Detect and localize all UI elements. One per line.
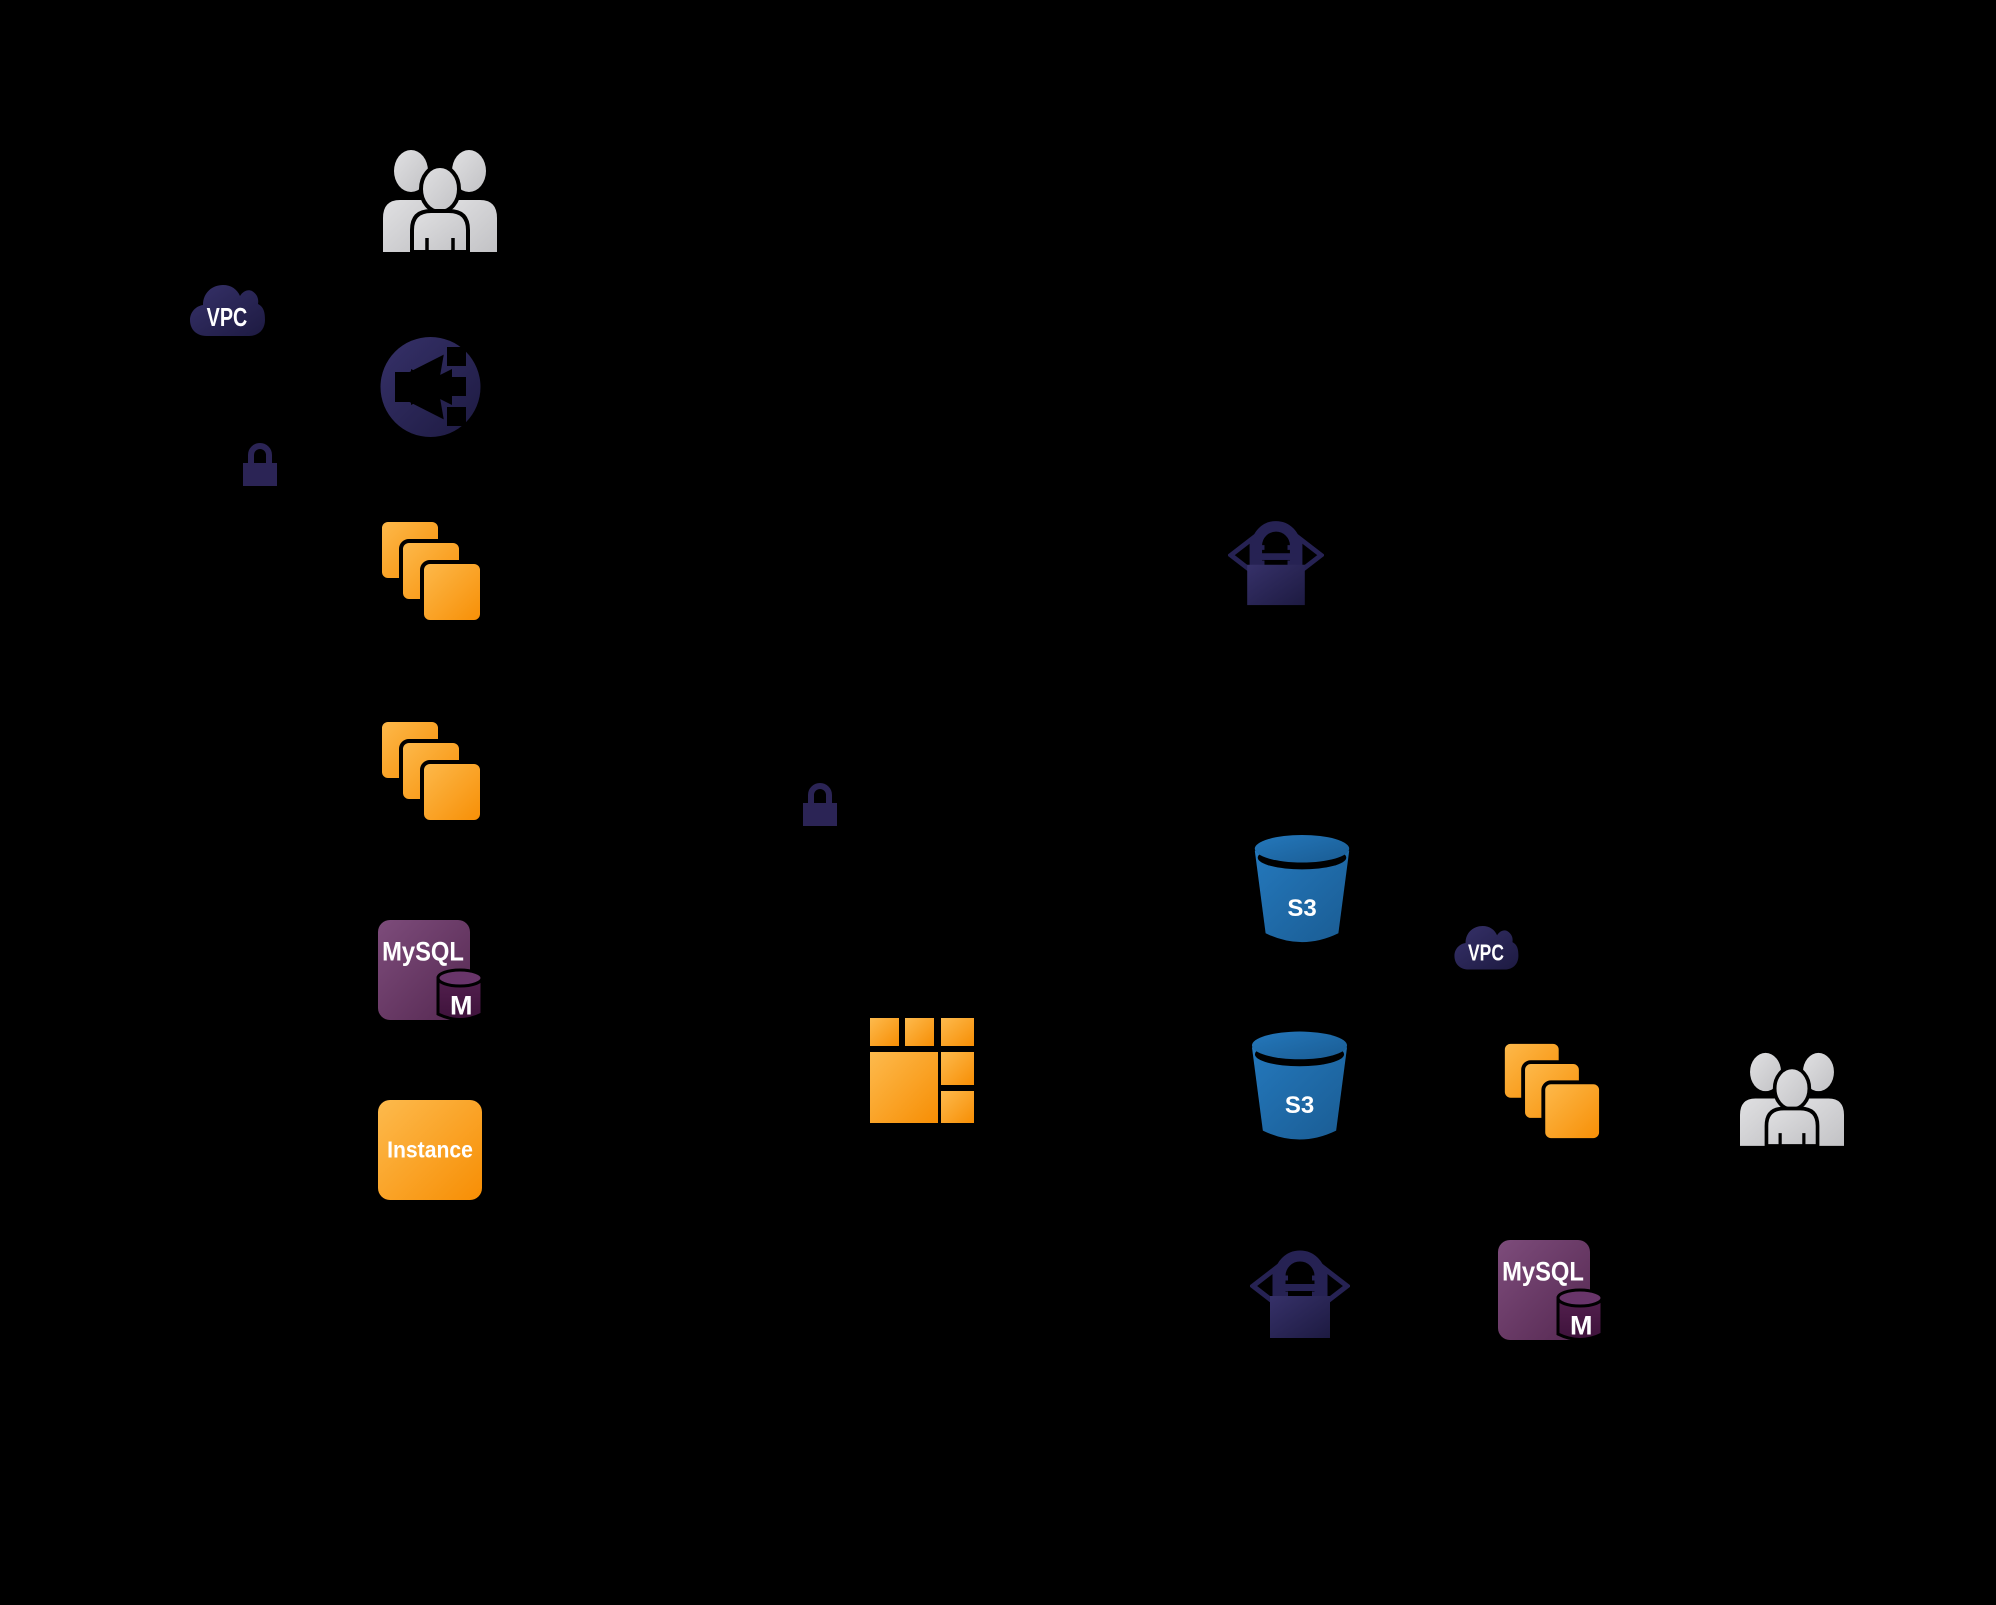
- instance-label: Instance: [387, 1136, 473, 1163]
- s3-label: S3: [1284, 1092, 1315, 1120]
- mysql-label: MySQL: [1501, 1256, 1584, 1287]
- s3-bucket-node-lower: S3: [1248, 1028, 1351, 1150]
- vpc-label: VPC: [1468, 939, 1504, 966]
- users-node-top: [383, 136, 497, 252]
- users-group-icon: [383, 150, 497, 252]
- rds-mysql-icon: [378, 920, 482, 1021]
- ec2-instances-stack-icon: [378, 718, 482, 822]
- lock-node-left: [239, 438, 281, 488]
- ec2-stack-node-right: [1500, 1040, 1602, 1140]
- sts-lock-node-top: [1228, 510, 1324, 608]
- mysql-label: MySQL: [381, 936, 464, 967]
- ec2-stack-node-upper: [378, 518, 482, 622]
- ec2-instances-stack-icon: [1501, 1040, 1602, 1140]
- vpc-node-right: VPC: [1452, 920, 1520, 978]
- lock-node-middle: [799, 778, 841, 828]
- load-balancer-node: [378, 336, 483, 438]
- s3-bucket-icon: [1251, 1031, 1348, 1140]
- ecs-cluster-node: [870, 1018, 974, 1123]
- padlock-icon: [803, 783, 837, 826]
- sts-lock-node-bottom: [1250, 1240, 1350, 1340]
- vpc-cloud-icon: [190, 285, 265, 336]
- ec2-instance-icon: [378, 1100, 482, 1200]
- instance-node: Instance: [378, 1100, 482, 1200]
- users-group-icon: [1740, 1052, 1844, 1148]
- users-node-right: [1740, 1036, 1844, 1150]
- ec2-stack-node-lower: [378, 718, 482, 822]
- s3-bucket-icon: [1254, 834, 1350, 943]
- s3-label: S3: [1287, 894, 1317, 922]
- s3-bucket-node-upper: S3: [1250, 833, 1354, 951]
- ec2-instances-stack-icon: [378, 518, 482, 622]
- lock-sync-arrows-icon: [1250, 1250, 1350, 1338]
- padlock-icon: [243, 443, 277, 486]
- elastic-load-balancer-icon: [380, 337, 481, 437]
- vpc-cloud-icon: [1454, 925, 1519, 970]
- rds-mysql-icon: [1498, 1240, 1602, 1341]
- mysql-node-left: MySQL M: [378, 920, 482, 1022]
- vpc-node-left: VPC: [188, 278, 266, 346]
- lock-sync-arrows-icon: [1228, 521, 1324, 606]
- ecs-container-grid-icon: [870, 1018, 974, 1123]
- mysql-m-badge: M: [1569, 1310, 1593, 1341]
- mysql-node-right: MySQL M: [1498, 1240, 1602, 1342]
- mysql-m-badge: M: [449, 990, 473, 1021]
- vpc-label: VPC: [206, 301, 248, 332]
